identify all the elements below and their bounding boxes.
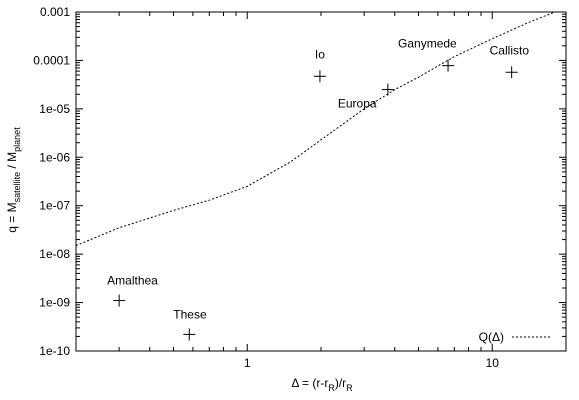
axis-ticks bbox=[75, 11, 567, 352]
point-ganymede bbox=[442, 59, 455, 72]
point-label-these: These bbox=[173, 307, 207, 321]
series-line-q bbox=[75, 11, 555, 247]
x-tick-label: 10 bbox=[486, 356, 500, 370]
point-label-amalthea: Amalthea bbox=[107, 274, 158, 288]
legend-label: Q(Δ) bbox=[479, 330, 504, 344]
plot-frame bbox=[75, 11, 567, 352]
data-points bbox=[113, 59, 518, 341]
point-labels: Amalthea These Io Europa Ganymede Callisto bbox=[107, 37, 529, 322]
y-tick-label: 1e-08 bbox=[39, 247, 70, 261]
x-axis-title: Δ = (r-rR)/rR bbox=[291, 376, 353, 393]
y-tick-label: 1e-07 bbox=[39, 199, 70, 213]
x-tick-label: 1 bbox=[244, 356, 251, 370]
y-tick-label: 0.001 bbox=[40, 5, 70, 19]
y-tick-label: 1e-05 bbox=[39, 102, 70, 116]
y-tick-label: 1e-06 bbox=[39, 150, 70, 164]
legend: Q(Δ) bbox=[479, 330, 552, 344]
tick-labels: 1e-10 1e-09 1e-08 1e-07 1e-06 1e-05 0.0001 0.00… bbox=[33, 5, 499, 370]
y-tick-label: 1e-10 bbox=[39, 344, 70, 358]
point-these bbox=[183, 328, 196, 341]
point-europa bbox=[381, 83, 394, 96]
point-callisto bbox=[505, 66, 518, 79]
y-tick-label: 1e-09 bbox=[39, 296, 70, 310]
y-tick-label: 0.0001 bbox=[33, 53, 70, 67]
point-amalthea bbox=[113, 294, 126, 307]
point-label-europa: Europa bbox=[338, 97, 377, 111]
y-axis-title: q = Msatellite / Mplanet bbox=[5, 127, 22, 233]
point-label-callisto: Callisto bbox=[490, 43, 530, 57]
point-label-io: Io bbox=[315, 47, 325, 61]
point-io bbox=[313, 70, 326, 83]
point-label-ganymede: Ganymede bbox=[398, 37, 457, 51]
